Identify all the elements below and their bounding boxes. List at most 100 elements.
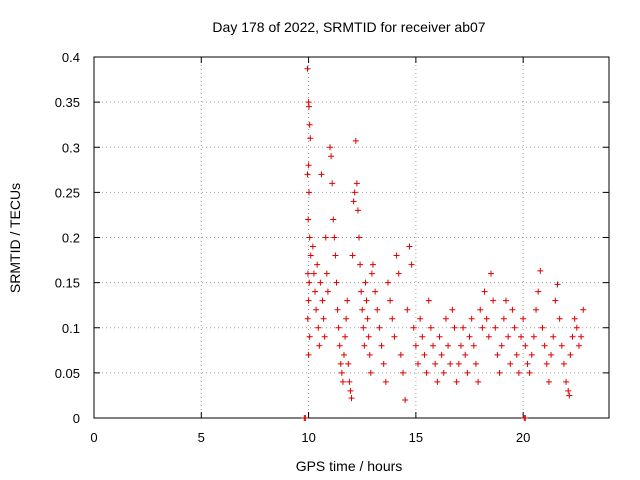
data-point xyxy=(316,342,323,349)
data-point xyxy=(331,234,338,241)
data-point xyxy=(338,369,345,376)
data-point xyxy=(363,297,370,304)
data-point xyxy=(573,324,580,331)
data-point xyxy=(494,351,501,358)
data-point xyxy=(350,198,357,205)
x-axis-label: GPS time / hours xyxy=(296,458,403,474)
data-point xyxy=(318,171,325,178)
data-point xyxy=(550,333,557,340)
data-point xyxy=(358,288,365,295)
data-point xyxy=(345,360,352,367)
data-points xyxy=(301,65,587,421)
data-point xyxy=(320,315,327,322)
y-tick-label: 0.35 xyxy=(55,95,80,110)
data-point xyxy=(462,351,469,358)
axis-ticks xyxy=(93,56,609,419)
data-point xyxy=(346,378,353,385)
data-point xyxy=(342,333,349,340)
data-point xyxy=(466,333,473,340)
data-point xyxy=(343,315,350,322)
data-point xyxy=(483,315,490,322)
data-point xyxy=(408,261,415,268)
data-point xyxy=(365,333,372,340)
data-point xyxy=(451,324,458,331)
data-point xyxy=(307,135,314,142)
data-point xyxy=(353,180,360,187)
data-point xyxy=(438,351,445,358)
plot-area xyxy=(93,56,610,419)
data-point xyxy=(372,288,379,295)
data-point xyxy=(541,342,548,349)
data-point xyxy=(306,333,313,340)
data-point xyxy=(307,252,314,259)
data-point xyxy=(322,234,329,241)
data-point xyxy=(347,387,354,394)
y-tick-labels: 0 0.05 0.1 0.15 0.2 0.25 0.3 0.35 0.4 xyxy=(55,50,80,426)
data-point xyxy=(558,342,565,349)
data-point xyxy=(427,324,434,331)
data-point xyxy=(352,137,359,144)
data-point xyxy=(410,324,417,331)
data-point xyxy=(445,342,452,349)
data-point xyxy=(305,162,312,169)
data-point xyxy=(453,378,460,385)
y-tick-label: 0.1 xyxy=(62,321,80,336)
data-point xyxy=(552,297,559,304)
data-point xyxy=(457,342,464,349)
data-point xyxy=(387,297,394,304)
data-point xyxy=(505,333,512,340)
data-point xyxy=(330,216,337,223)
data-point xyxy=(548,351,555,358)
data-point xyxy=(357,261,364,268)
data-point xyxy=(314,261,321,268)
y-tick-label: 0 xyxy=(73,411,80,426)
data-point xyxy=(580,306,587,313)
data-point xyxy=(364,315,371,322)
data-point xyxy=(306,279,313,286)
data-point xyxy=(313,306,320,313)
data-point xyxy=(340,351,347,358)
data-point xyxy=(528,351,535,358)
y-axis-label: SRMTID / TECUs xyxy=(7,183,23,293)
data-point xyxy=(496,369,503,376)
data-point xyxy=(415,360,422,367)
x-tick-label: 20 xyxy=(516,430,530,445)
data-point xyxy=(566,392,573,399)
data-point xyxy=(304,315,311,322)
data-point xyxy=(518,333,525,340)
x-tick-label: 10 xyxy=(301,430,315,445)
data-point xyxy=(470,342,477,349)
data-point xyxy=(533,306,540,313)
data-point xyxy=(535,288,542,295)
data-point xyxy=(442,315,449,322)
data-point xyxy=(305,351,312,358)
data-point xyxy=(344,297,351,304)
data-point xyxy=(485,333,492,340)
y-tick-label: 0.05 xyxy=(55,366,80,381)
chart-title: Day 178 of 2022, SRMTID for receiver ab0… xyxy=(212,19,485,35)
data-point xyxy=(472,360,479,367)
y-tick-label: 0.25 xyxy=(55,185,80,200)
data-point xyxy=(578,333,585,340)
data-point xyxy=(419,333,426,340)
data-point xyxy=(332,252,339,259)
data-point xyxy=(334,306,341,313)
data-point xyxy=(337,360,344,367)
data-point xyxy=(368,270,375,277)
data-point xyxy=(395,270,402,277)
data-point xyxy=(391,333,398,340)
data-point xyxy=(393,252,400,259)
data-point xyxy=(312,288,319,295)
data-point xyxy=(455,360,462,367)
data-point xyxy=(359,306,366,313)
data-point xyxy=(378,342,385,349)
data-point xyxy=(361,342,368,349)
data-point xyxy=(477,306,484,313)
data-point xyxy=(498,342,505,349)
data-point xyxy=(367,369,374,376)
data-point xyxy=(556,315,563,322)
data-point xyxy=(417,315,424,322)
data-point xyxy=(366,351,373,358)
data-point xyxy=(492,324,499,331)
